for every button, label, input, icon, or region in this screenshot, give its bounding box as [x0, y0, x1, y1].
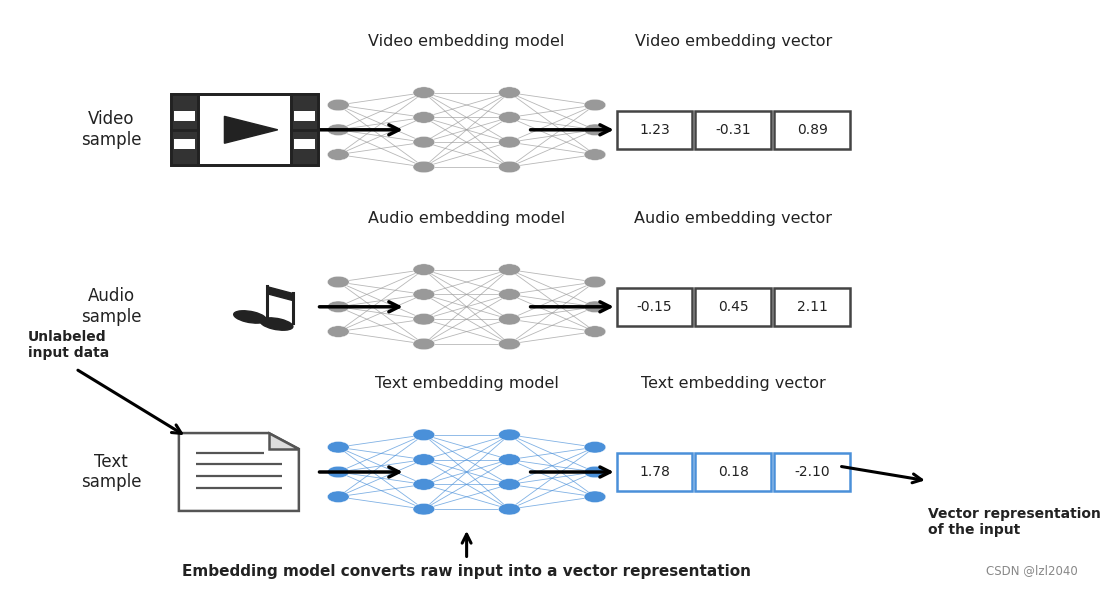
Text: Audio embedding vector: Audio embedding vector [634, 211, 832, 226]
FancyBboxPatch shape [617, 111, 692, 149]
Text: 1.23: 1.23 [639, 123, 670, 137]
Circle shape [499, 264, 520, 276]
Polygon shape [269, 433, 299, 449]
FancyBboxPatch shape [695, 111, 771, 149]
Circle shape [328, 326, 349, 337]
Text: Video embedding vector: Video embedding vector [634, 34, 832, 49]
Text: Text embedding model: Text embedding model [374, 376, 559, 391]
Circle shape [499, 454, 520, 466]
Text: Vector representation
of the input: Vector representation of the input [928, 507, 1101, 537]
Circle shape [584, 276, 605, 288]
Circle shape [413, 338, 434, 350]
Text: Text embedding vector: Text embedding vector [641, 376, 825, 391]
FancyBboxPatch shape [171, 94, 198, 165]
FancyBboxPatch shape [173, 111, 196, 120]
Circle shape [328, 276, 349, 288]
FancyBboxPatch shape [293, 139, 316, 149]
Text: Audio embedding model: Audio embedding model [368, 211, 565, 226]
Polygon shape [224, 116, 278, 143]
FancyBboxPatch shape [774, 288, 850, 326]
Circle shape [328, 149, 349, 160]
Circle shape [328, 441, 349, 453]
Circle shape [413, 264, 434, 276]
Ellipse shape [260, 318, 293, 330]
Circle shape [499, 338, 520, 350]
Text: Video
sample: Video sample [81, 110, 141, 149]
Circle shape [499, 478, 520, 490]
FancyBboxPatch shape [617, 288, 692, 326]
Circle shape [584, 99, 605, 111]
Circle shape [499, 136, 520, 148]
Circle shape [584, 441, 605, 453]
FancyBboxPatch shape [695, 288, 771, 326]
FancyBboxPatch shape [291, 94, 318, 165]
Circle shape [584, 466, 605, 478]
Circle shape [584, 149, 605, 160]
Circle shape [328, 491, 349, 503]
Circle shape [584, 124, 605, 136]
Circle shape [328, 124, 349, 136]
Text: -0.31: -0.31 [715, 123, 751, 137]
Circle shape [499, 503, 520, 515]
Text: 2.11: 2.11 [797, 300, 828, 314]
Circle shape [328, 99, 349, 111]
FancyBboxPatch shape [171, 94, 318, 165]
Circle shape [413, 289, 434, 300]
Circle shape [499, 289, 520, 300]
Ellipse shape [233, 311, 267, 323]
Text: -0.15: -0.15 [637, 300, 672, 314]
Circle shape [413, 161, 434, 173]
Circle shape [328, 466, 349, 478]
Circle shape [413, 136, 434, 148]
Circle shape [499, 161, 520, 173]
Circle shape [499, 429, 520, 441]
Circle shape [499, 112, 520, 123]
Circle shape [413, 112, 434, 123]
Text: Unlabeled
input data: Unlabeled input data [28, 330, 109, 360]
FancyBboxPatch shape [774, 111, 850, 149]
Circle shape [413, 313, 434, 325]
FancyBboxPatch shape [774, 453, 850, 491]
FancyBboxPatch shape [293, 111, 316, 120]
Text: 0.89: 0.89 [797, 123, 828, 137]
Circle shape [499, 87, 520, 99]
Text: CSDN @lzl2040: CSDN @lzl2040 [985, 564, 1078, 577]
Text: Text
sample: Text sample [81, 453, 141, 491]
Text: Audio
sample: Audio sample [81, 287, 141, 326]
Text: 1.78: 1.78 [639, 465, 670, 479]
FancyBboxPatch shape [695, 453, 771, 491]
Circle shape [499, 313, 520, 325]
Circle shape [584, 491, 605, 503]
Text: 0.18: 0.18 [718, 465, 749, 479]
Circle shape [413, 503, 434, 515]
Circle shape [413, 454, 434, 466]
FancyBboxPatch shape [173, 139, 196, 149]
Text: Embedding model converts raw input into a vector representation: Embedding model converts raw input into … [182, 563, 751, 579]
Text: 0.45: 0.45 [718, 300, 749, 314]
Circle shape [413, 429, 434, 441]
Text: Video embedding model: Video embedding model [369, 34, 564, 49]
Polygon shape [179, 433, 299, 511]
Circle shape [584, 326, 605, 337]
FancyBboxPatch shape [617, 453, 692, 491]
Circle shape [413, 478, 434, 490]
Circle shape [413, 87, 434, 99]
Text: -2.10: -2.10 [794, 465, 830, 479]
Circle shape [328, 301, 349, 313]
Circle shape [584, 301, 605, 313]
